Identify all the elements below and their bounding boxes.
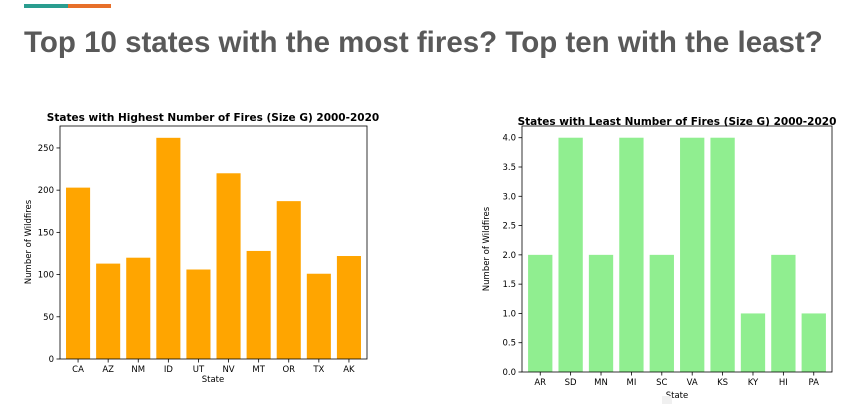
bar-ca [66, 187, 91, 359]
y-tick-label: 0.5 [502, 339, 516, 349]
x-tick-label: MI [626, 378, 636, 388]
bar-va [680, 137, 705, 372]
x-axis-label: State [202, 375, 225, 385]
y-tick-label: 100 [38, 271, 54, 281]
bar-hi [771, 254, 796, 372]
y-tick-label: 1.0 [502, 309, 516, 319]
bar-mt [246, 250, 271, 359]
x-tick-label: OR [282, 365, 295, 375]
x-tick-label: PA [809, 378, 820, 388]
chart-title: States with Least Number of Fires (Size … [518, 116, 837, 128]
y-tick-label: 250 [38, 144, 54, 154]
bar-ky [740, 313, 766, 372]
bar-nm [126, 257, 151, 359]
y-tick-label: 2.0 [502, 251, 516, 261]
y-tick-label: 0.0 [502, 368, 516, 378]
y-tick-label: 1.5 [502, 280, 516, 290]
y-tick-label: 200 [38, 186, 54, 196]
chart-highest-fires: States with Highest Number of Fires (Siz… [24, 112, 379, 385]
x-tick-label: CA [72, 365, 84, 375]
bar-sd [558, 137, 583, 372]
bar-ks [710, 137, 735, 372]
x-tick-label: KY [748, 378, 759, 388]
x-tick-label: UT [193, 365, 205, 375]
bar-or [276, 201, 301, 359]
plot-frame [59, 125, 368, 360]
x-tick-label: AK [343, 365, 355, 375]
chart-least-fires: States with Least Number of Fires (Size … [482, 116, 837, 401]
bar-id [156, 137, 181, 359]
bar-pa [801, 313, 826, 372]
bar-tx [306, 273, 331, 359]
y-tick-label: 3.0 [502, 192, 516, 202]
y-tick-label: 0 [49, 355, 54, 365]
bar-nv [216, 173, 241, 359]
bar-ak [336, 256, 361, 359]
x-tick-label: AR [534, 378, 546, 388]
bar-ar [528, 254, 553, 372]
bar-sc [649, 254, 674, 372]
accent-bar-teal [24, 4, 68, 8]
bar-mn [588, 254, 614, 372]
y-tick-label: 4.0 [502, 134, 516, 144]
x-tick-label: ID [164, 365, 174, 375]
slide-title: Top 10 states with the most fires? Top t… [24, 26, 823, 59]
x-tick-label: MN [594, 378, 608, 388]
y-axis-label: Number of Wildfires [24, 199, 34, 284]
y-tick-label: 2.5 [502, 222, 516, 232]
x-tick-label: SC [656, 378, 667, 388]
x-tick-label: AZ [102, 365, 114, 375]
bar-ut [186, 269, 211, 359]
x-tick-label: VA [687, 378, 698, 388]
bar-az [96, 263, 121, 359]
x-tick-label: NM [131, 365, 145, 375]
chart-title: States with Highest Number of Fires (Siz… [47, 112, 379, 124]
x-axis-label: State [666, 391, 689, 401]
x-tick-label: NV [222, 365, 234, 375]
corner-mark [662, 396, 672, 404]
y-tick-label: 50 [43, 313, 54, 323]
y-axis-label: Number of Wildfires [482, 206, 492, 291]
y-tick-label: 150 [38, 228, 54, 238]
plot-frame [521, 125, 833, 373]
x-tick-label: SD [565, 378, 577, 388]
x-tick-label: KS [717, 378, 728, 388]
accent-bar-orange [68, 4, 111, 8]
x-tick-label: HI [779, 378, 788, 388]
x-tick-label: TX [312, 365, 324, 375]
x-tick-label: MT [252, 365, 265, 375]
bar-mi [619, 137, 644, 372]
y-tick-label: 3.5 [502, 163, 516, 173]
